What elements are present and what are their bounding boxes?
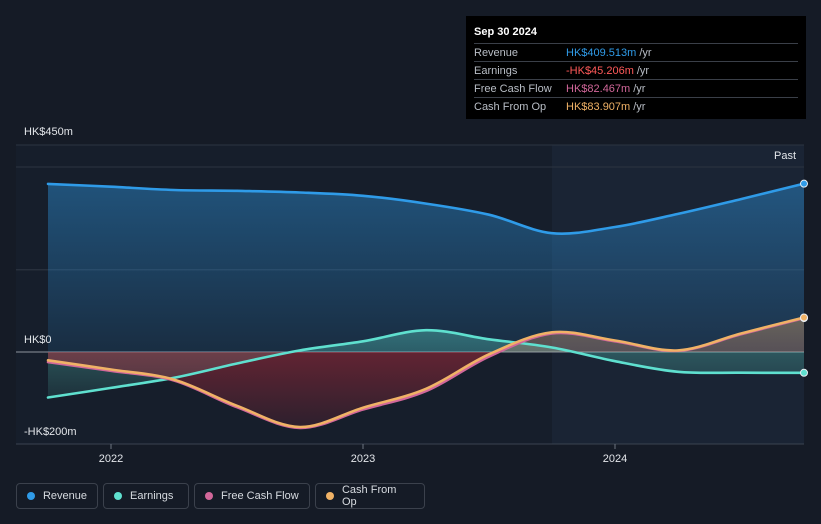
revenue-end-marker [800, 179, 808, 188]
legend-label: Free Cash Flow [221, 490, 299, 502]
legend-label: Earnings [130, 490, 174, 502]
legend-dot-icon [205, 492, 213, 500]
area-layer [48, 183, 804, 428]
endpoint-markers [800, 179, 808, 377]
tooltip-date: Sep 30 2024 [474, 26, 537, 38]
cash-from-op-line [46, 316, 806, 429]
cash-area-negative [48, 352, 804, 428]
tooltip-label: Cash From Op [474, 100, 547, 113]
tooltip-value: HK$83.907m [566, 100, 631, 113]
cash-area-positive [48, 317, 804, 352]
y-axis-bottom-label: -HK$200m [24, 426, 77, 438]
tooltip-unit: /yr [639, 46, 652, 59]
legend-dot-icon [114, 492, 122, 500]
x-tick-label: 2022 [99, 453, 123, 465]
earnings-end-marker [800, 368, 808, 377]
earnings-line [46, 328, 806, 399]
legend-dot-icon [326, 492, 334, 500]
legend-item-earnings[interactable]: Earnings [103, 483, 189, 509]
revenue-line [46, 182, 806, 235]
tooltip-row-free-cash-flow: Free Cash Flow HK$82.467m /yr [474, 79, 798, 97]
y-axis-zero-label: HK$0 [24, 334, 52, 346]
legend-item-revenue[interactable]: Revenue [16, 483, 98, 509]
tooltip-label: Free Cash Flow [474, 82, 552, 95]
tooltip-label: Earnings [474, 64, 518, 77]
cash-from-op-end-marker [800, 313, 808, 322]
x-tick-label: 2024 [603, 453, 627, 465]
tooltip-unit: /yr [636, 64, 650, 77]
x-tick-label: 2023 [351, 453, 375, 465]
y-axis-top-label: HK$450m [24, 126, 73, 138]
data-tooltip: Sep 30 2024 Revenue HK$409.513m /yr Earn… [466, 16, 806, 119]
tooltip-row-earnings: Earnings -HK$45.206m /yr [474, 61, 798, 79]
tooltip-value: -HK$45.206m [566, 64, 634, 77]
legend-item-free-cash-flow[interactable]: Free Cash Flow [194, 483, 310, 509]
legend-label: Revenue [42, 490, 87, 502]
legend-label: Cash From Op [341, 484, 397, 508]
revenue-area [48, 183, 804, 352]
tooltip-value: HK$409.513m [566, 46, 637, 59]
tooltip-row-revenue: Revenue HK$409.513m /yr [474, 43, 798, 61]
tooltip-label: Revenue [474, 46, 519, 59]
legend-dot-icon [27, 492, 35, 500]
tooltip-row-cash-from-op: Cash From Op HK$83.907m /yr [474, 97, 798, 115]
tooltip-unit: /yr [633, 82, 646, 95]
legend: Revenue Earnings Free Cash Flow Cash Fro… [16, 483, 425, 509]
tooltip-value: HK$82.467m [566, 82, 631, 95]
legend-item-cash-from-op[interactable]: Cash From Op [315, 483, 425, 509]
past-label: Past [774, 150, 797, 162]
tooltip-unit: /yr [633, 100, 646, 113]
line-layer [46, 182, 806, 430]
x-axis: 2022 2023 2024 [16, 443, 804, 465]
